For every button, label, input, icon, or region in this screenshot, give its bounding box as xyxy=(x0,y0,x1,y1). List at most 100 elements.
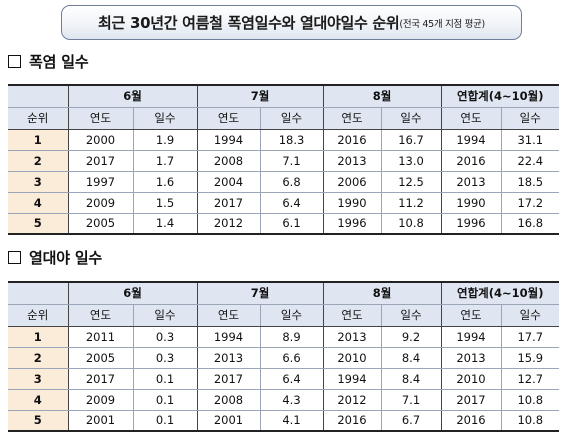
table-row: 3 2017 0.1 2017 6.4 1994 8.4 2010 12.7 xyxy=(8,367,560,390)
days-cell: 6.6 xyxy=(259,346,324,369)
rank-header: 순위 xyxy=(8,303,69,327)
days-cell: 7.1 xyxy=(259,149,324,172)
year-cell: 2013 xyxy=(440,170,502,193)
days-header: 일수 xyxy=(132,303,198,327)
year-cell: 2000 xyxy=(67,128,134,151)
table-row: 2 2005 0.3 2013 6.6 2010 8.4 2013 15.9 xyxy=(8,346,560,369)
year-cell: 2017 xyxy=(67,149,134,172)
group-header: 7월 xyxy=(196,85,324,108)
year-cell: 2016 xyxy=(440,409,502,431)
days-header: 일수 xyxy=(380,106,442,130)
days-cell: 15.9 xyxy=(500,346,560,369)
year-cell: 2009 xyxy=(67,388,134,411)
year-cell: 2017 xyxy=(440,388,502,411)
year-cell: 2005 xyxy=(67,346,134,369)
year-header: 연도 xyxy=(440,303,502,327)
group-header: 연합계(4~10월) xyxy=(440,85,560,108)
year-cell: 1990 xyxy=(440,191,502,214)
year-cell: 2006 xyxy=(322,170,382,193)
year-header: 연도 xyxy=(67,106,134,130)
rank-header-blank xyxy=(8,85,69,108)
days-header: 일수 xyxy=(380,303,442,327)
year-cell: 2013 xyxy=(196,346,261,369)
year-cell: 1994 xyxy=(196,128,261,151)
section-heat-wave-title: 폭염 일수 xyxy=(8,51,89,72)
rank-cell: 2 xyxy=(8,346,69,369)
year-cell: 2016 xyxy=(322,409,382,431)
days-cell: 8.4 xyxy=(380,367,442,390)
days-cell: 12.7 xyxy=(500,367,560,390)
rank-cell: 5 xyxy=(8,409,69,431)
rank-cell: 4 xyxy=(8,191,69,214)
rank-cell: 5 xyxy=(8,212,69,234)
table-row: 5 2001 0.1 2001 4.1 2016 6.7 2016 10.8 xyxy=(8,409,560,431)
days-cell: 8.4 xyxy=(380,346,442,369)
section-title-label: 열대야 일수 xyxy=(29,249,103,267)
year-header: 연도 xyxy=(196,303,261,327)
table-row: 4 2009 0.1 2008 4.3 2012 7.1 2017 10.8 xyxy=(8,388,560,411)
days-cell: 8.9 xyxy=(259,325,324,348)
table-row: 4 2009 1.5 2017 6.4 1990 11.2 1990 17.2 xyxy=(8,191,560,214)
days-header: 일수 xyxy=(259,106,324,130)
rank-cell: 1 xyxy=(8,128,69,151)
year-cell: 2010 xyxy=(322,346,382,369)
year-cell: 1994 xyxy=(322,367,382,390)
year-header: 연도 xyxy=(322,303,382,327)
year-cell: 2013 xyxy=(322,325,382,348)
days-cell: 11.2 xyxy=(380,191,442,214)
days-cell: 10.8 xyxy=(500,388,560,411)
days-cell: 1.5 xyxy=(132,191,198,214)
year-cell: 2008 xyxy=(196,388,261,411)
days-cell: 6.4 xyxy=(259,191,324,214)
year-cell: 1996 xyxy=(440,212,502,234)
days-cell: 31.1 xyxy=(500,128,560,151)
days-cell: 10.8 xyxy=(500,409,560,431)
table-row: 1 2000 1.9 1994 18.3 2016 16.7 1994 31.1 xyxy=(8,128,560,151)
year-cell: 2017 xyxy=(196,191,261,214)
group-header: 6월 xyxy=(67,85,198,108)
days-header: 일수 xyxy=(259,303,324,327)
year-cell: 1994 xyxy=(440,128,502,151)
tropical-night-table: 6월 7월 8월 연합계(4~10월) 순위 연도 일수 연도 일수 연도 일수… xyxy=(8,281,560,432)
days-cell: 1.7 xyxy=(132,149,198,172)
days-cell: 6.1 xyxy=(259,212,324,234)
rank-cell: 3 xyxy=(8,367,69,390)
year-cell: 1997 xyxy=(67,170,134,193)
table-body: 1 2011 0.3 1994 8.9 2013 9.2 1994 17.7 2… xyxy=(8,325,560,431)
year-cell: 1994 xyxy=(196,325,261,348)
days-cell: 13.0 xyxy=(380,149,442,172)
year-cell: 2016 xyxy=(322,128,382,151)
table-row: 1 2011 0.3 1994 8.9 2013 9.2 1994 17.7 xyxy=(8,325,560,348)
rank-cell: 3 xyxy=(8,170,69,193)
table-row: 2 2017 1.7 2008 7.1 2013 13.0 2016 22.4 xyxy=(8,149,560,172)
rank-header: 순위 xyxy=(8,106,69,130)
year-header: 연도 xyxy=(322,106,382,130)
section-tropical-night-title: 열대야 일수 xyxy=(8,247,102,268)
days-header: 일수 xyxy=(500,106,560,130)
rank-cell: 2 xyxy=(8,149,69,172)
group-header: 8월 xyxy=(322,85,442,108)
year-cell: 2005 xyxy=(67,212,134,234)
days-cell: 0.1 xyxy=(132,388,198,411)
checkbox-square-icon xyxy=(8,55,21,68)
days-cell: 0.1 xyxy=(132,409,198,431)
year-cell: 2001 xyxy=(196,409,261,431)
days-cell: 6.7 xyxy=(380,409,442,431)
days-cell: 0.3 xyxy=(132,325,198,348)
year-cell: 2013 xyxy=(322,149,382,172)
year-header: 연도 xyxy=(67,303,134,327)
group-header: 8월 xyxy=(322,282,442,305)
group-header: 연합계(4~10월) xyxy=(440,282,560,305)
days-cell: 10.8 xyxy=(380,212,442,234)
heat-wave-table: 6월 7월 8월 연합계(4~10월) 순위 연도 일수 연도 일수 연도 일수… xyxy=(8,84,560,235)
year-cell: 2001 xyxy=(67,409,134,431)
section-title-label: 폭염 일수 xyxy=(29,53,89,71)
days-cell: 18.3 xyxy=(259,128,324,151)
days-cell: 6.4 xyxy=(259,367,324,390)
days-cell: 12.5 xyxy=(380,170,442,193)
days-cell: 18.5 xyxy=(500,170,560,193)
year-cell: 2009 xyxy=(67,191,134,214)
days-cell: 16.8 xyxy=(500,212,560,234)
year-cell: 1996 xyxy=(322,212,382,234)
days-cell: 7.1 xyxy=(380,388,442,411)
